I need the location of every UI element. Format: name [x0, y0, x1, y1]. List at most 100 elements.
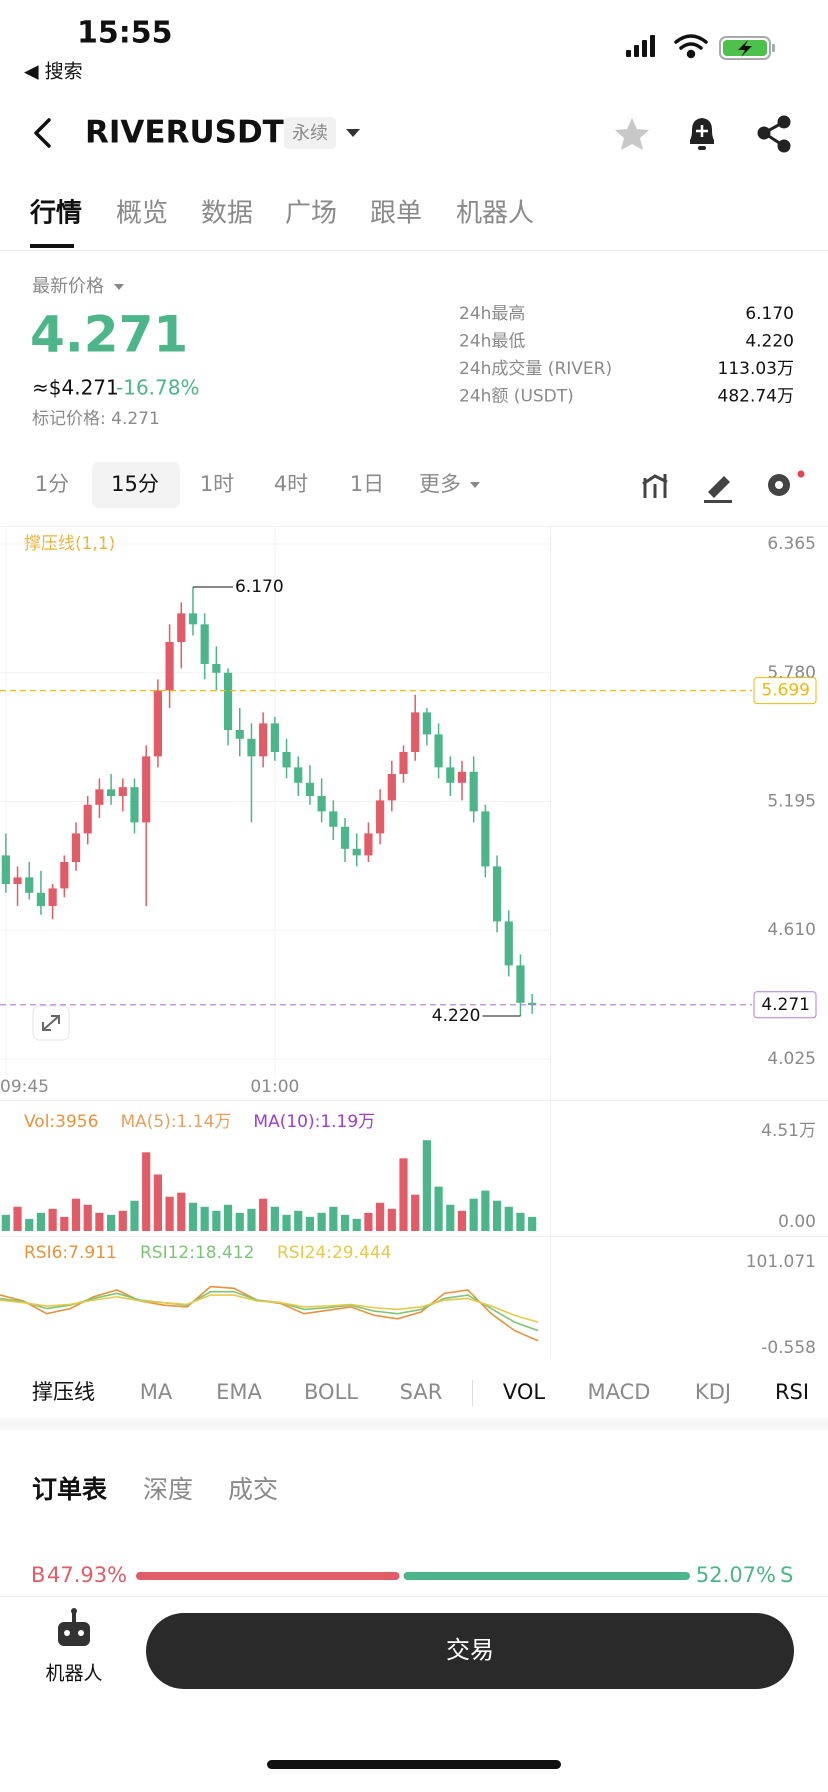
interval[interactable]: 更多 [419, 472, 461, 496]
indicator-tab[interactable]: 撑压线 [32, 1380, 95, 1404]
buy-prefix: B [31, 1563, 45, 1587]
alert-bell[interactable] [690, 118, 714, 150]
orderbook-tab[interactable]: 成交 [228, 1475, 278, 1504]
candle-body [516, 965, 525, 1003]
volume-bar [60, 1216, 69, 1231]
share-button[interactable] [757, 115, 791, 153]
back-app[interactable]: ◀ 搜索 [24, 61, 83, 83]
symbol[interactable]: RIVERUSDT [85, 115, 284, 151]
indicator-tab[interactable]: RSI [775, 1380, 809, 1404]
price-change: -16.78% [116, 376, 199, 400]
candle-body [387, 773, 396, 801]
candle-body [1, 855, 10, 885]
indicator-tab[interactable]: VOL [503, 1380, 546, 1404]
pane-divider [0, 1100, 828, 1101]
interval[interactable]: 1日 [350, 472, 384, 496]
orderbook-tab[interactable]: 订单表 [32, 1475, 108, 1504]
candle-body [282, 751, 291, 768]
candle-body [13, 877, 22, 885]
y-tick-label: 4.610 [767, 920, 816, 940]
indicator-tab[interactable]: SAR [400, 1380, 443, 1404]
expand-chart-button[interactable] [32, 1005, 70, 1041]
interval[interactable]: 15分 [111, 472, 159, 496]
wifi-icon [674, 34, 708, 59]
interval[interactable]: 4时 [274, 472, 308, 496]
candle-body [422, 712, 431, 735]
tab[interactable]: 广场 [285, 199, 337, 229]
tab[interactable]: 数据 [201, 199, 253, 229]
settings-icon[interactable] [768, 470, 805, 497]
indicator-tab[interactable]: BOLL [304, 1380, 358, 1404]
candle-body [259, 723, 268, 757]
rsi-line [0, 1290, 539, 1332]
draw-tool-icon[interactable] [704, 476, 732, 503]
buy-sell-ratio: B 47.93% 52.07% S [31, 1563, 793, 1587]
tab[interactable]: 跟单 [370, 199, 422, 229]
indicator-tab[interactable]: MACD [588, 1380, 651, 1404]
more-dropdown[interactable] [470, 482, 480, 488]
volume-bar [118, 1210, 127, 1231]
volume-bar [294, 1210, 303, 1231]
candle-body [71, 833, 81, 863]
volume-bar [516, 1212, 525, 1231]
chart-border [0, 526, 828, 527]
favorite-star[interactable] [615, 118, 649, 150]
volume-bar [457, 1210, 467, 1231]
legend-entry: RSI6:7.911 [24, 1243, 117, 1263]
tab[interactable]: 概览 [116, 199, 168, 229]
volume-bar [83, 1204, 92, 1231]
stat-label: 24h最高 [459, 304, 525, 324]
candle-body [60, 862, 69, 889]
tab-bar: 行情 概览 数据 广场 跟单 机器人 [29, 198, 534, 229]
volume-bar [48, 1208, 57, 1231]
indicator-tab[interactable]: MA [140, 1380, 173, 1404]
x-tick-label: 01:00 [250, 1077, 299, 1097]
chart-type-icon[interactable] [642, 474, 668, 498]
volume-bar [411, 1194, 420, 1231]
home-indicator [267, 1760, 561, 1769]
price-line-label-box [753, 991, 817, 1019]
orderbook-tab[interactable]: 深度 [143, 1475, 193, 1504]
trade-button[interactable] [146, 1613, 794, 1689]
tab[interactable]: 行情 [29, 198, 82, 229]
indicator-tab[interactable]: KDJ [695, 1380, 731, 1404]
rsi-line [0, 1285, 539, 1342]
candle-body [492, 866, 502, 922]
candle-body [270, 723, 279, 752]
volume-bar [25, 1218, 34, 1231]
robot-icon[interactable] [58, 1608, 90, 1646]
candle-body [481, 811, 490, 867]
volume-bar [153, 1174, 162, 1231]
candle-body [130, 787, 139, 823]
volume-bar [177, 1192, 186, 1231]
price-type-dropdown[interactable] [114, 284, 124, 290]
candle-body [200, 624, 209, 664]
tab[interactable]: 机器人 [456, 199, 534, 229]
volume-bar [270, 1206, 279, 1231]
y-tick-label: 4.51万 [761, 1121, 816, 1141]
volume-bar [387, 1208, 396, 1231]
volume-bar [259, 1198, 268, 1231]
candle-body [446, 767, 455, 783]
candle-body [504, 921, 513, 966]
robot-label[interactable]: 机器人 [45, 1663, 102, 1685]
candle-body [305, 782, 315, 796]
interval[interactable]: 1时 [200, 472, 234, 496]
stat-label: 24h额 (USDT) [459, 387, 574, 407]
candle-body [364, 833, 373, 856]
volume-bar [422, 1140, 431, 1231]
symbol-dropdown[interactable] [346, 129, 360, 137]
indicator-tab[interactable]: EMA [216, 1380, 262, 1404]
indicator-tabs: 撑压线 MA EMA BOLL SAR VOL MACD KDJ RSI [32, 1380, 809, 1404]
stat-value: 6.170 [745, 304, 794, 324]
trade-button-label[interactable]: 交易 [446, 1636, 494, 1664]
volume-bar [212, 1210, 221, 1231]
volume-bar [446, 1204, 455, 1231]
y-tick-label: 6.365 [767, 534, 816, 554]
back-button[interactable] [34, 118, 51, 148]
volume-bar [352, 1218, 361, 1231]
battery-icon [719, 36, 775, 60]
interval[interactable]: 1分 [35, 472, 69, 496]
